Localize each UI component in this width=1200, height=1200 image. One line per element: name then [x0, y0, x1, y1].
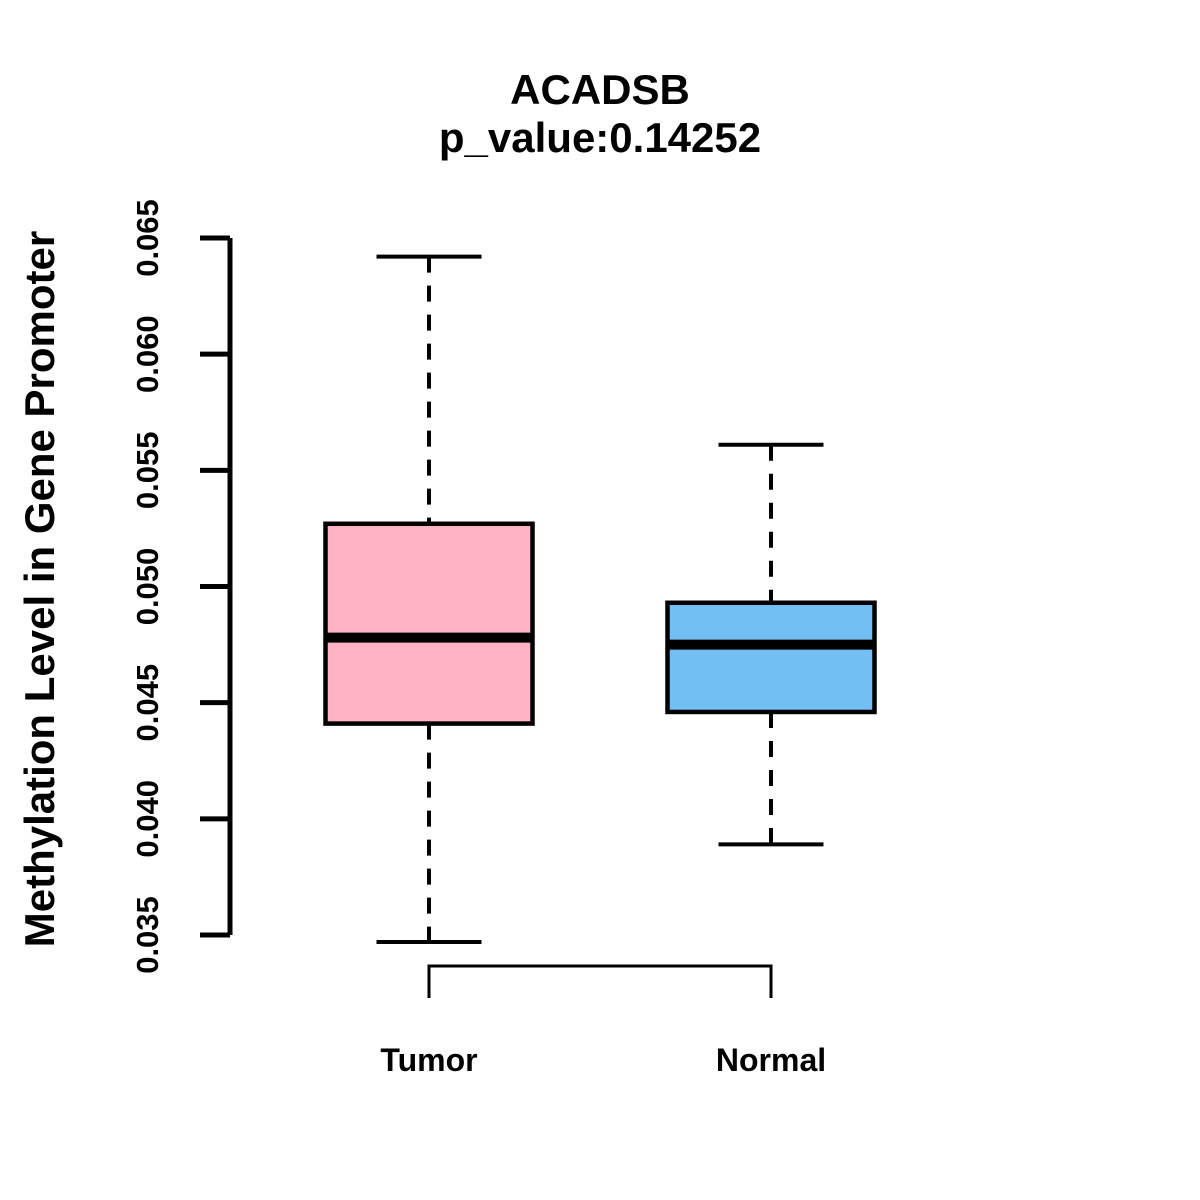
y-axis-tick-label: 0.040 — [130, 780, 165, 858]
y-axis-tick-label: 0.065 — [130, 199, 165, 277]
chart-title: ACADSB — [510, 66, 690, 113]
y-axis-tick-label: 0.060 — [130, 315, 165, 393]
iqr-box-normal — [665, 600, 877, 715]
y-axis-title: Methylation Level in Gene Promoter — [16, 230, 63, 948]
chart-subtitle-pvalue: p_value:0.14252 — [438, 114, 762, 161]
x-category-label-normal: Normal — [715, 1042, 827, 1078]
y-axis-tick-label: 0.045 — [130, 664, 165, 742]
comparison-bracket — [427, 964, 773, 998]
y-axis-tick-label: 0.055 — [130, 432, 165, 510]
iqr-box-tumor — [323, 521, 535, 726]
x-category-label-tumor: Tumor — [380, 1042, 478, 1078]
y-axis-tick-label: 0.050 — [130, 548, 165, 626]
y-axis-tick-label: 0.035 — [130, 896, 165, 974]
